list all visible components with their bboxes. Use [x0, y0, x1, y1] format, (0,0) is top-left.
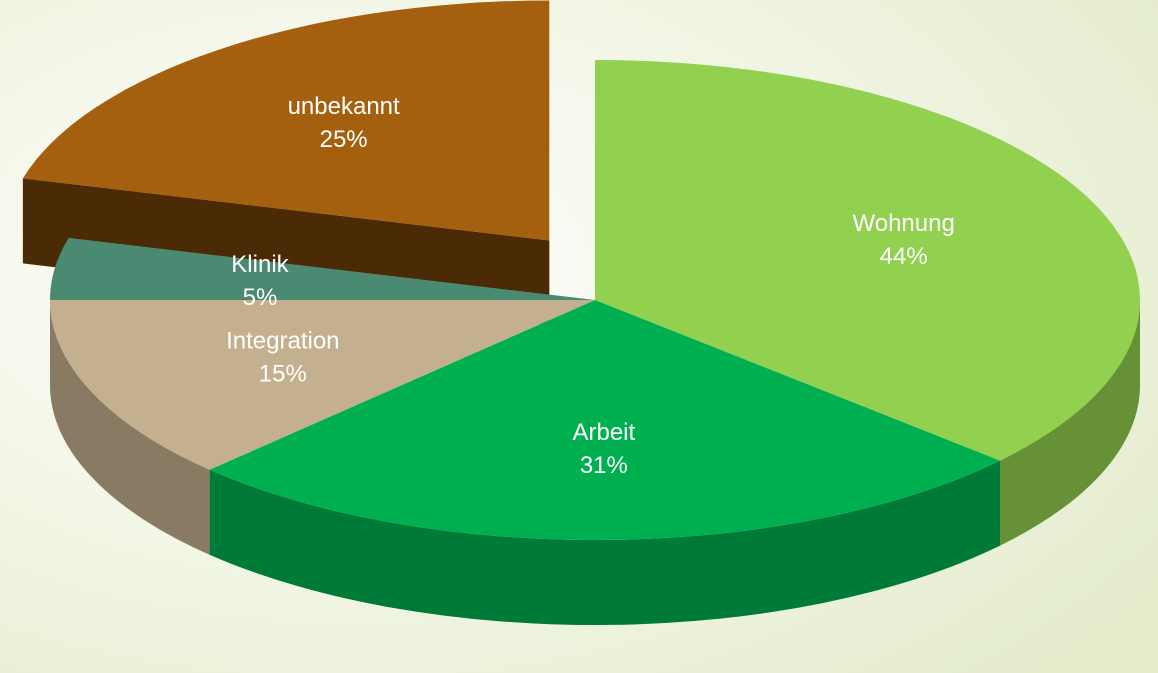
slice-value-label: 25%	[320, 126, 368, 153]
slice-side	[209, 460, 1001, 626]
slice-label: Klinik	[231, 251, 289, 278]
slice-side-shade	[1000, 300, 1140, 546]
slice-value-label: 44%	[880, 243, 928, 270]
slice-value-label: 5%	[243, 284, 278, 311]
slice-value-label: 31%	[580, 452, 628, 479]
slice-value-label: 15%	[259, 360, 307, 387]
slice	[595, 60, 1141, 461]
slice	[22, 0, 550, 241]
slice-side	[1000, 300, 1140, 546]
slice-side	[49, 300, 210, 555]
slice-side-shade	[209, 460, 1001, 626]
slice	[50, 237, 595, 300]
slice	[209, 300, 1001, 541]
slice-label: unbekannt	[288, 93, 400, 120]
slice-label: Arbeit	[572, 419, 635, 446]
slice-label: Integration	[226, 327, 339, 354]
slice	[49, 300, 595, 470]
slice-side-shade	[49, 300, 210, 555]
slice-label: Wohnung	[853, 210, 955, 237]
